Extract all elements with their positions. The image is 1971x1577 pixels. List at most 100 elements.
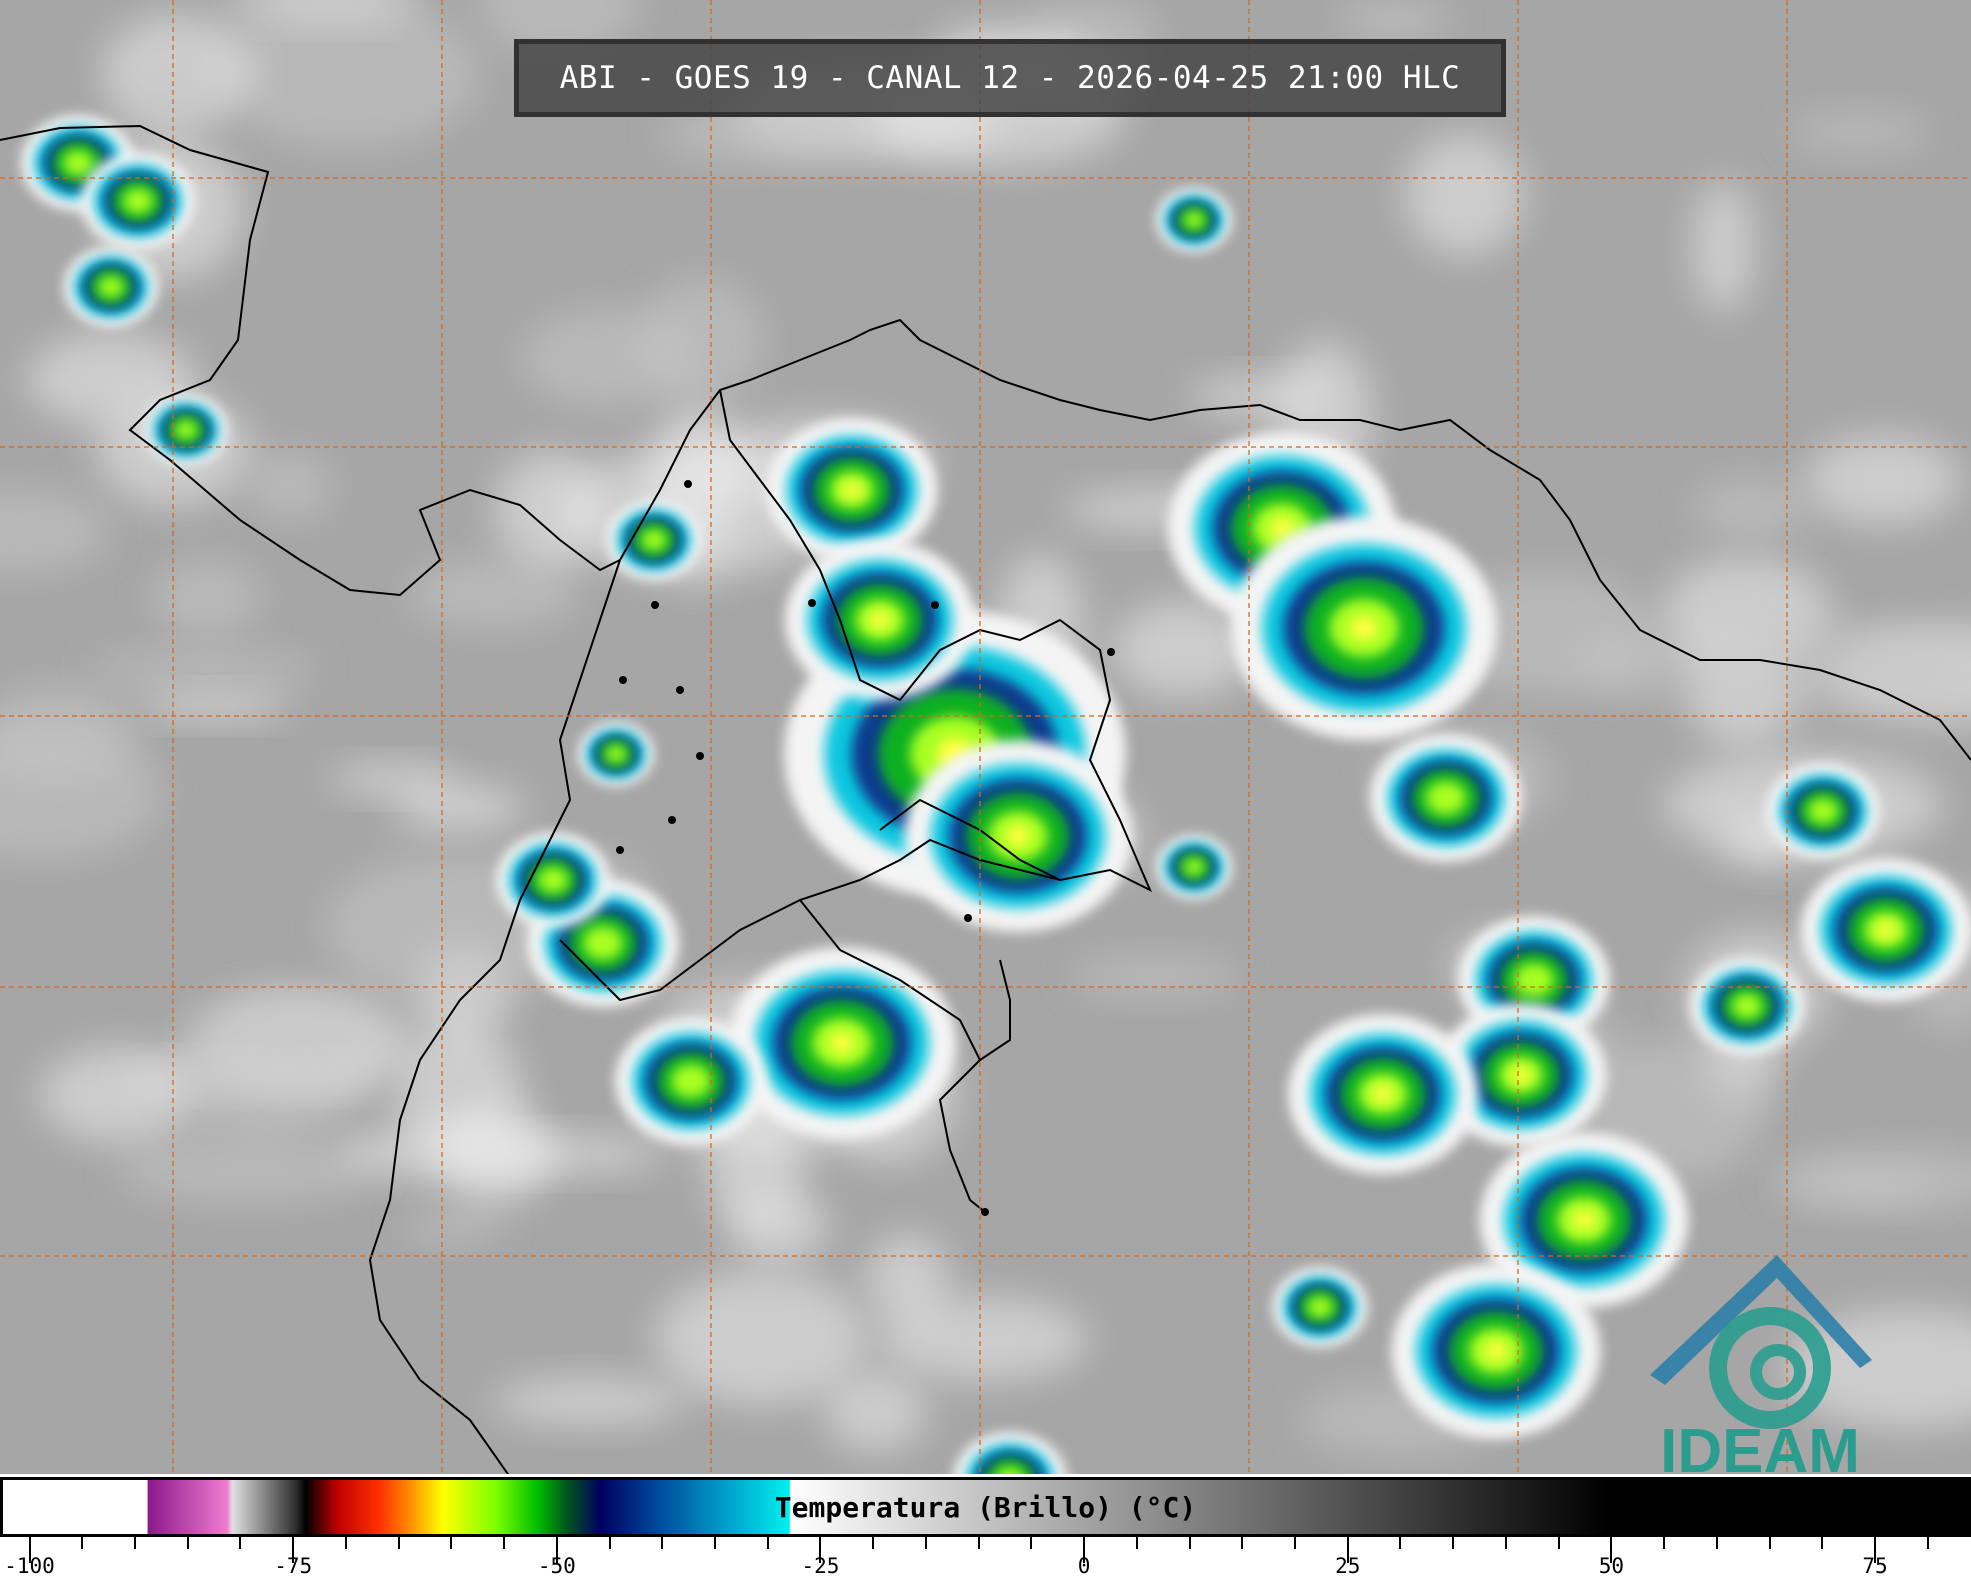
cold-cloud-lightgreen	[671, 1064, 711, 1098]
minor-tick	[1715, 1537, 1718, 1549]
cloud-patch	[27, 332, 197, 427]
minor-tick	[344, 1537, 347, 1549]
cloud-patch	[225, 0, 424, 22]
cold-cloud-lightgreen	[123, 188, 153, 214]
cloud-patch	[1771, 1150, 1971, 1209]
cloud-core-yellow	[830, 1032, 854, 1054]
minor-tick	[714, 1537, 716, 1549]
cold-cloud-lightgreen	[1732, 993, 1762, 1019]
cloud-patch	[824, 1371, 927, 1452]
cloud-patch	[404, 1209, 502, 1244]
minor-tick	[81, 1537, 84, 1549]
major-tick	[28, 1537, 31, 1563]
cloud-patch	[1790, 112, 1928, 152]
city-marker	[676, 686, 684, 694]
minor-tick	[397, 1537, 400, 1549]
city-marker	[616, 846, 624, 854]
cloud-patch	[1692, 181, 1754, 313]
cold-cloud-lightgreen	[641, 529, 667, 551]
cold-cloud-lightgreen	[1307, 1296, 1333, 1318]
major-tick	[819, 1537, 822, 1563]
city-marker	[651, 601, 659, 609]
tick-label: -75	[274, 1554, 313, 1577]
cloud-core-yellow	[1270, 517, 1294, 539]
major-tick	[555, 1537, 558, 1563]
cold-cloud-lightgreen	[1514, 963, 1554, 997]
cloud-patch	[1804, 435, 1961, 525]
ideam-logo: IDEAM	[1650, 1255, 1872, 1480]
minor-tick	[1030, 1537, 1033, 1549]
tick-label: 25	[1335, 1554, 1361, 1577]
city-marker	[684, 480, 692, 488]
cloud-patch	[90, 650, 317, 689]
cloud-patch	[521, 309, 697, 408]
cold-cloud-lightgreen	[175, 420, 197, 440]
cloud-patch	[878, 1296, 1088, 1382]
cloud-patch	[1404, 133, 1525, 256]
colorbar-label: Temperatura (Brillo) (°C)	[774, 1490, 1197, 1524]
tick-label: 50	[1598, 1554, 1625, 1577]
minor-tick	[503, 1537, 506, 1549]
cloud-patch	[1697, 623, 1948, 706]
cold-cloud-lightgreen	[1426, 781, 1466, 815]
minor-tick	[1241, 1537, 1244, 1549]
city-marker	[808, 599, 816, 607]
cloud-patch	[1442, 572, 1657, 695]
cloud-patch	[493, 1377, 685, 1426]
cloud-patch	[1693, 479, 1809, 539]
image-title: ABI - GOES 19 - CANAL 12 - 2026-04-25 21…	[514, 39, 1506, 117]
minor-tick	[766, 1537, 769, 1549]
cloud-patch	[1111, 601, 1255, 697]
cloud-patch	[707, 1105, 805, 1231]
cold-cloud-lightgreen	[1808, 798, 1838, 824]
major-tick	[292, 1537, 295, 1563]
major-tick	[1610, 1537, 1613, 1563]
cloud-patch	[392, 783, 525, 833]
tick-label: -50	[537, 1554, 576, 1577]
minor-tick	[1557, 1537, 1560, 1549]
minor-tick	[1768, 1537, 1771, 1549]
cold-cloud-lightgreen	[583, 926, 623, 960]
tick-label: 0	[1077, 1554, 1091, 1577]
minor-tick	[872, 1537, 875, 1549]
minor-tick	[1135, 1537, 1138, 1549]
city-marker	[619, 676, 627, 684]
cloud-patch	[407, 558, 581, 629]
city-marker	[1107, 648, 1115, 656]
city-marker	[668, 816, 676, 824]
major-tick	[1083, 1537, 1086, 1563]
cloud-core-yellow	[1573, 1210, 1595, 1230]
minor-tick	[1452, 1537, 1455, 1549]
colorbar-ticks: -100 -75 -50 -25 0 25 50 75	[0, 1537, 1971, 1577]
cloud-core-yellow	[843, 481, 861, 499]
tick-label: -100	[4, 1554, 55, 1577]
cloud-patch	[139, 690, 291, 722]
cloud-patch	[213, 0, 481, 148]
cloud-patch	[1071, 955, 1240, 997]
cloud-patch	[865, 1233, 950, 1324]
minor-tick	[1188, 1537, 1191, 1549]
cloud-patch	[1336, 0, 1451, 43]
minor-tick	[186, 1537, 189, 1549]
cloud-patch	[169, 996, 359, 1143]
minor-tick	[1821, 1537, 1824, 1549]
cloud-patch	[152, 559, 262, 637]
city-marker	[981, 1208, 989, 1216]
cloud-core-yellow	[1877, 921, 1895, 939]
city-marker	[931, 601, 939, 609]
cloud-patch	[1784, 1309, 1971, 1429]
colorbar-gradient	[0, 1477, 1971, 1537]
cold-cloud-lightgreen	[1184, 858, 1204, 876]
cloud-core-yellow	[1006, 825, 1030, 847]
cloud-patch	[336, 1125, 550, 1180]
city-marker	[696, 752, 704, 760]
cold-cloud-lightgreen	[98, 276, 124, 298]
city-marker	[964, 914, 972, 922]
cold-cloud-lightgreen	[606, 745, 626, 763]
minor-tick	[1294, 1537, 1297, 1549]
minor-tick	[1663, 1537, 1666, 1549]
cloud-core-yellow	[1512, 1066, 1530, 1084]
minor-tick	[239, 1537, 242, 1549]
cold-cloud-lightgreen	[63, 150, 93, 176]
